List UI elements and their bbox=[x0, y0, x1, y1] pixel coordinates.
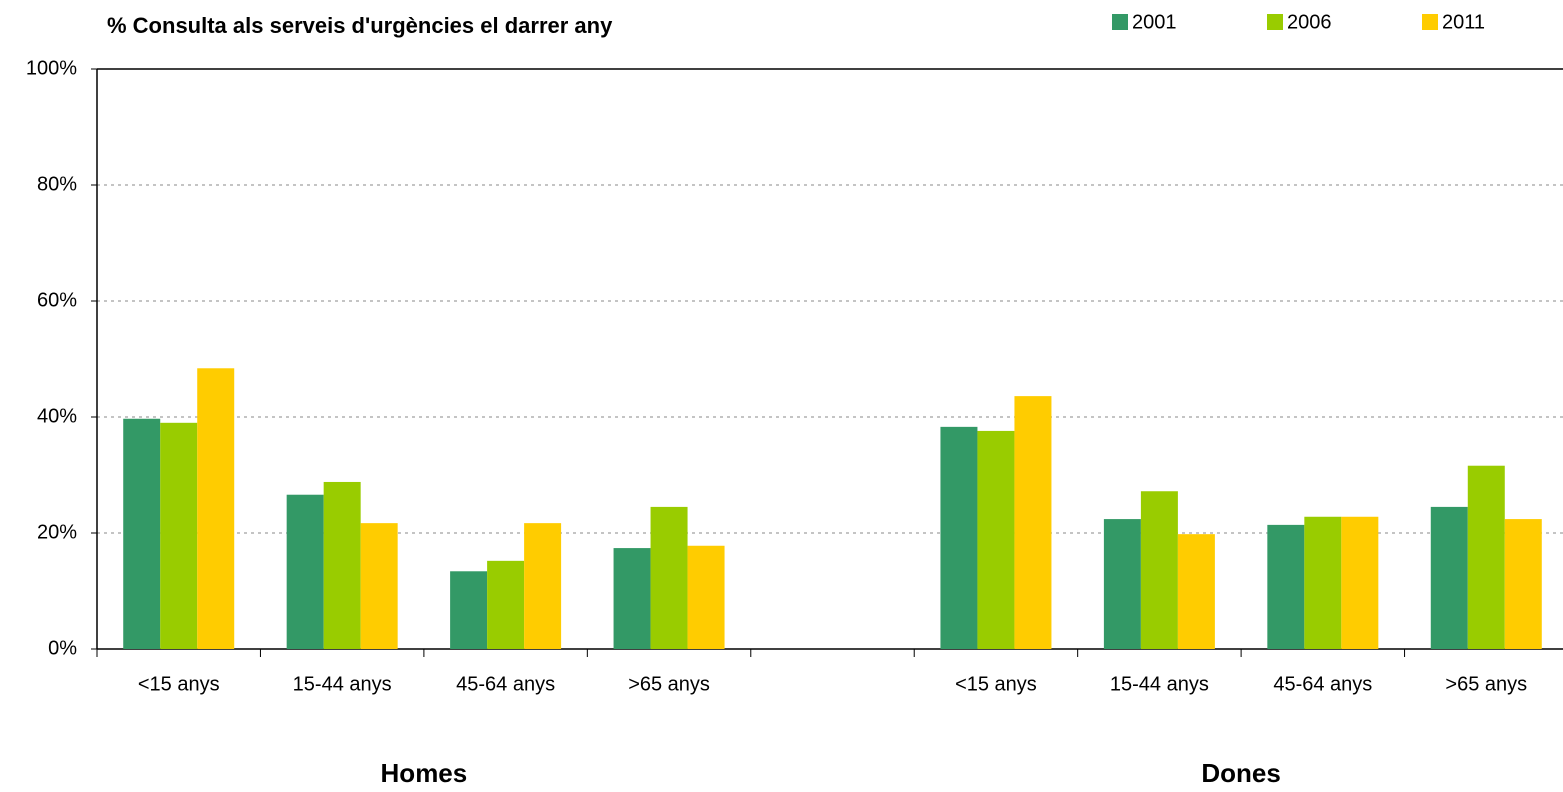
bar bbox=[323, 481, 361, 649]
legend-label: 2006 bbox=[1287, 11, 1332, 33]
y-tick-label: 20% bbox=[37, 521, 77, 543]
y-tick-label: 100% bbox=[26, 57, 77, 79]
bar bbox=[1304, 516, 1342, 649]
bar bbox=[123, 418, 161, 649]
legend-swatch bbox=[1112, 14, 1128, 30]
legend-swatch bbox=[1267, 14, 1283, 30]
bar bbox=[940, 426, 978, 649]
y-tick-label: 60% bbox=[37, 289, 77, 311]
bar bbox=[977, 430, 1015, 649]
bar bbox=[524, 523, 562, 649]
y-tick-label: 80% bbox=[37, 173, 77, 195]
bar bbox=[1177, 534, 1215, 649]
x-tick-label: >65 anys bbox=[628, 673, 710, 695]
group-label: Homes bbox=[381, 758, 468, 788]
bar bbox=[450, 571, 488, 649]
x-tick-label: 45-64 anys bbox=[456, 673, 555, 695]
chart-title: % Consulta als serveis d'urgències el da… bbox=[107, 13, 613, 38]
bar bbox=[613, 548, 651, 649]
legend-label: 2001 bbox=[1132, 11, 1177, 33]
bar bbox=[1267, 524, 1305, 649]
bar bbox=[1140, 491, 1178, 649]
bar bbox=[1430, 506, 1468, 649]
y-tick-label: 0% bbox=[48, 637, 77, 659]
x-tick-label: 15-44 anys bbox=[293, 673, 392, 695]
y-tick-label: 40% bbox=[37, 405, 77, 427]
legend-swatch bbox=[1422, 14, 1438, 30]
x-tick-label: <15 anys bbox=[138, 673, 220, 695]
bar bbox=[650, 506, 688, 649]
x-tick-label: >65 anys bbox=[1445, 673, 1527, 695]
bar bbox=[1504, 519, 1542, 649]
bar bbox=[1341, 516, 1379, 649]
x-tick-label: 45-64 anys bbox=[1273, 673, 1372, 695]
bar bbox=[1467, 465, 1505, 649]
bar bbox=[360, 523, 398, 649]
bar bbox=[197, 368, 235, 649]
legend-label: 2011 bbox=[1442, 11, 1485, 33]
group-label: Dones bbox=[1201, 758, 1280, 788]
x-tick-label: <15 anys bbox=[955, 673, 1037, 695]
bar bbox=[160, 422, 198, 649]
bar bbox=[1103, 519, 1141, 649]
bar bbox=[286, 494, 324, 649]
bar bbox=[687, 545, 725, 649]
x-tick-label: 15-44 anys bbox=[1110, 673, 1209, 695]
bar bbox=[487, 560, 525, 649]
bar bbox=[1014, 396, 1052, 649]
